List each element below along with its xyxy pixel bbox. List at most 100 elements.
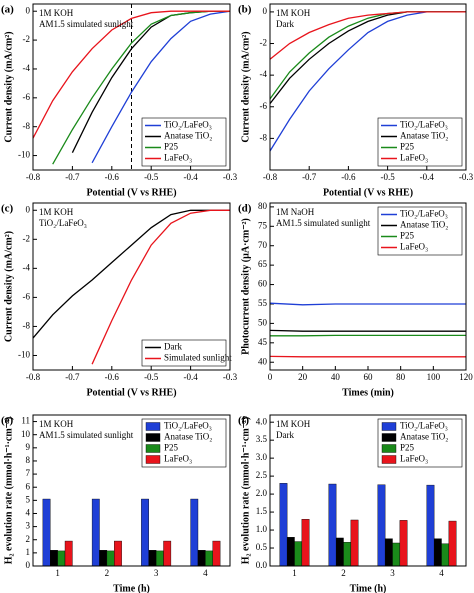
x-tick-label: 60 [364, 372, 374, 382]
x-axis-label: Potential (V vs RHE) [323, 187, 413, 198]
y-tick-label: 0.5 [256, 542, 268, 552]
legend-label: LaFeO₃ [400, 242, 428, 252]
y-tick-label: 55 [258, 298, 268, 308]
x-tick-label: 20 [298, 372, 308, 382]
y-tick-label: -6 [260, 101, 268, 111]
legend-label: TiO₂/LaFeO₃ [400, 421, 448, 431]
bar [148, 550, 157, 567]
x-tick-label: -0.5 [380, 172, 395, 182]
y-tick-label: 2 [26, 534, 31, 544]
x-tick-label: -0.6 [105, 372, 120, 382]
bar [64, 540, 73, 567]
bar [42, 498, 51, 567]
legend-swatch [145, 422, 161, 431]
plot-frame [269, 202, 467, 371]
y-tick-label: 9 [26, 442, 31, 452]
y-tick-label: 11 [21, 416, 30, 426]
y-tick-label: 8 [26, 455, 31, 465]
x-tick-label: 100 [427, 372, 441, 382]
panel-label: (b) [238, 4, 252, 16]
x-axis-label: Potential (V vs RHE) [86, 187, 176, 198]
legend-label: Anatase TiO₂ [400, 432, 448, 442]
y-tick-label: -6 [23, 92, 31, 102]
y-tick-label: 3 [26, 521, 31, 531]
bar [433, 538, 442, 567]
y-axis-label: Current density (mA/cm²) [240, 31, 251, 142]
y-tick-label: 40 [258, 356, 268, 366]
annotation: TiO₂/LaFeO₃ [39, 218, 87, 228]
legend-label: TiO₂/LaFeO₃ [164, 421, 212, 431]
y-tick-label: 0.0 [256, 560, 268, 570]
y-axis-label: Current density (mA/cm²) [3, 231, 14, 342]
y-tick-label: 6 [26, 481, 31, 491]
y-tick-label: 60 [258, 279, 268, 289]
bar [335, 537, 344, 567]
x-tick-label: 40 [331, 372, 341, 382]
panel-label: (d) [238, 203, 252, 215]
annotation: AM1.5 simulated sunlight [39, 19, 134, 29]
y-axis-label: H₂ evolution rate (mmol·h⁻¹·cm⁻²) [240, 417, 251, 565]
series-line [269, 11, 466, 60]
legend-label: Anatase TiO₂ [400, 220, 448, 230]
annotation: 1M KOH [39, 8, 74, 18]
x-tick-label: -0.8 [26, 372, 41, 382]
bar [91, 498, 100, 567]
x-axis-label: Time (h) [113, 583, 150, 593]
bar [301, 519, 310, 567]
series-line [269, 302, 466, 306]
bar [99, 550, 108, 567]
x-tick-label: -0.8 [263, 172, 278, 182]
x-tick-label: 4 [439, 568, 444, 578]
plot-frame [32, 202, 231, 371]
legend-label: LaFeO₃ [400, 454, 428, 464]
y-tick-label: 75 [258, 220, 268, 230]
x-tick-label: 4 [203, 568, 208, 578]
y-tick-label: 10 [21, 429, 31, 439]
annotation: 1M KOH [39, 419, 74, 429]
bar [163, 540, 172, 567]
y-tick-label: 5 [26, 494, 31, 504]
legend-label: Simulated sunlight [164, 353, 232, 363]
y-tick-label: 4 [26, 508, 31, 518]
y-tick-label: 3.5 [256, 434, 268, 444]
legend-label: Anatase TiO₂ [164, 432, 212, 442]
legend-label: P25 [164, 142, 179, 152]
x-tick-label: -0.7 [65, 172, 80, 182]
y-tick-label: -2 [260, 38, 268, 48]
legend-label: P25 [400, 142, 415, 152]
legend-swatch [145, 433, 161, 442]
bar [57, 550, 66, 567]
legend-label: Dark [164, 342, 182, 352]
y-tick-label: 1 [26, 547, 31, 557]
bar [106, 550, 115, 567]
series-line [91, 209, 230, 365]
bar [190, 498, 199, 567]
bar [343, 542, 352, 567]
legend-label: LaFeO₃ [164, 153, 192, 163]
y-tick-label: 0 [26, 560, 31, 570]
y-axis-label: Current density (mA/cm²) [3, 31, 14, 142]
x-tick-label: -0.4 [420, 172, 435, 182]
y-tick-label: 50 [258, 317, 268, 327]
y-tick-label: 2.5 [256, 470, 268, 480]
legend-label: TiO₂/LaFeO₃ [400, 120, 448, 130]
series-line [91, 10, 231, 164]
y-tick-label: 45 [258, 337, 268, 347]
annotation: Dark [276, 19, 294, 29]
annotation: 1M KOH [276, 8, 311, 18]
series-line [52, 10, 230, 165]
legend-label: TiO₂/LaFeO₃ [164, 120, 212, 130]
y-tick-label: 1.0 [256, 524, 268, 534]
y-tick-label: 80 [258, 201, 268, 211]
x-tick-label: 120 [459, 372, 473, 382]
x-tick-label: 2 [105, 568, 110, 578]
annotation: AM1.5 simulated sunlight [39, 430, 134, 440]
y-tick-label: 4.0 [256, 416, 268, 426]
y-tick-label: 0 [263, 6, 268, 16]
series-line [32, 209, 230, 339]
bar [441, 543, 450, 567]
legend-swatch [381, 455, 397, 464]
legend-swatch [145, 444, 161, 453]
series-line [32, 10, 230, 139]
